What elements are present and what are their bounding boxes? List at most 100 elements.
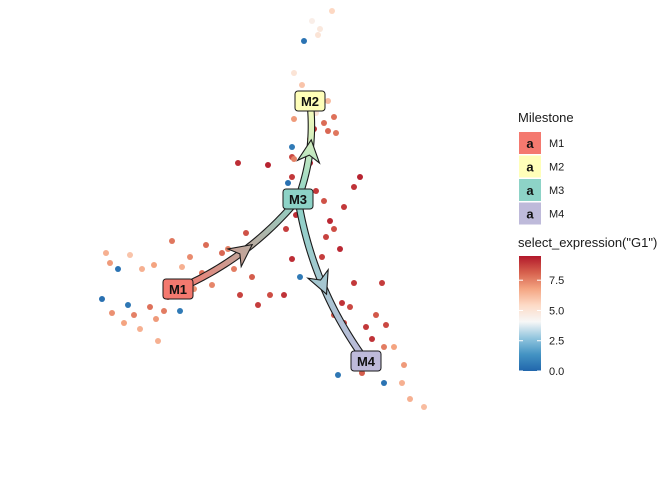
- cell-point: [357, 174, 363, 180]
- cell-point: [333, 130, 339, 136]
- cell-point: [301, 38, 307, 44]
- milestone-box: [162, 278, 194, 300]
- cell-point: [155, 338, 161, 344]
- colorbar-title: select_expression("G1"): [518, 235, 657, 250]
- cell-point: [379, 280, 385, 286]
- cell-point: [327, 218, 333, 224]
- cell-point: [351, 184, 357, 190]
- cell-point: [179, 264, 185, 270]
- trajectory-edge-M1-M3: [176, 196, 302, 293]
- cell-point: [177, 308, 183, 314]
- legend-item-label: M3: [549, 185, 564, 197]
- cell-point: [289, 144, 295, 150]
- colorbar-tick-label: 0.0: [549, 366, 564, 378]
- colorbar-tick-label: 2.5: [549, 336, 564, 348]
- cell-point: [249, 274, 255, 280]
- trajectory-arrowhead-M1-M3: [226, 243, 254, 269]
- cell-point: [339, 300, 345, 306]
- cell-point: [109, 310, 115, 316]
- milestone-legend-title: Milestone: [518, 110, 574, 125]
- colorbar-tick-label: 7.5: [549, 275, 564, 287]
- cell-point: [341, 204, 347, 210]
- cell-point: [309, 18, 315, 24]
- cell-point: [285, 180, 291, 186]
- cell-point: [331, 114, 337, 120]
- legend-key: [519, 155, 541, 178]
- cell-point: [291, 116, 297, 122]
- legend-key-letter: a: [526, 207, 534, 222]
- cell-point: [325, 98, 331, 104]
- cell-point: [209, 282, 215, 288]
- cell-point: [321, 198, 327, 204]
- milestone-legend-items: a M1 a M2 a M3 a M4: [519, 132, 564, 225]
- cell-point: [347, 304, 353, 310]
- cell-point: [381, 344, 387, 350]
- cell-point: [255, 302, 261, 308]
- trajectory-arrowhead-M3-M4: [306, 267, 329, 296]
- cell-point: [315, 32, 321, 38]
- legend-key-letter: a: [526, 160, 534, 175]
- cell-point: [147, 304, 153, 310]
- milestone-label: M2: [301, 94, 319, 109]
- legend-item-m1: a M1: [519, 132, 564, 154]
- cell-point: [203, 242, 209, 248]
- cell-point: [219, 250, 225, 256]
- cell-point: [317, 26, 323, 32]
- milestone-m1: M1: [162, 278, 194, 300]
- cell-point: [267, 292, 273, 298]
- cell-point: [243, 230, 249, 236]
- cell-point: [137, 326, 143, 332]
- cell-point: [421, 404, 427, 410]
- cell-point: [319, 254, 325, 260]
- trajectory-edges: [176, 100, 370, 364]
- cell-point: [297, 274, 303, 280]
- cell-point: [153, 316, 159, 322]
- cell-point: [373, 312, 379, 318]
- legend-item-label: M1: [549, 138, 564, 150]
- legend-key: [519, 132, 541, 154]
- cell-point: [121, 320, 127, 326]
- cell-point: [151, 262, 157, 268]
- milestone-box: [350, 350, 382, 372]
- colorbar-ticks: 0.0 2.5 5.0 7.5: [519, 275, 564, 378]
- cell-point: [381, 380, 387, 386]
- cell-point: [125, 302, 131, 308]
- cell-point: [187, 254, 193, 260]
- milestone-label: M3: [289, 192, 307, 207]
- legend-key-letter: a: [526, 183, 534, 198]
- cell-point: [235, 160, 241, 166]
- cell-point: [401, 362, 407, 368]
- legend-item-m3: a M3: [519, 179, 564, 201]
- cell-point: [399, 380, 405, 386]
- cell-point: [325, 128, 331, 134]
- cell-point: [99, 296, 105, 302]
- cell-point: [291, 70, 297, 76]
- cell-point: [329, 8, 335, 14]
- cell-point: [289, 256, 295, 262]
- trajectory-arrowhead-M3-M2: [296, 138, 321, 165]
- cell-point: [335, 372, 341, 378]
- milestone-m2: M2: [294, 90, 326, 112]
- cell-point: [283, 226, 289, 232]
- colorbar-tick-label: 5.0: [549, 305, 564, 317]
- milestone-labels: M1 M2 M3 M4: [162, 90, 382, 372]
- cell-point: [313, 188, 319, 194]
- cell-point: [131, 312, 137, 318]
- legend-key-letter: a: [526, 136, 534, 151]
- legend: Milestone a M1 a M2 a M3 a M4 select_expression…: [518, 110, 657, 378]
- cell-point: [291, 156, 297, 162]
- cell-point: [383, 322, 389, 328]
- cell-point: [331, 226, 337, 232]
- legend-item-label: M2: [549, 162, 564, 174]
- cell-point: [103, 250, 109, 256]
- cell-point: [139, 266, 145, 272]
- milestone-m4: M4: [350, 350, 382, 372]
- milestone-box: [294, 90, 326, 112]
- cell-point: [231, 266, 237, 272]
- cell-point: [407, 396, 413, 402]
- cell-points: [99, 8, 427, 410]
- milestone-m3: M3: [282, 188, 314, 210]
- cell-point: [115, 266, 121, 272]
- milestone-box: [282, 188, 314, 210]
